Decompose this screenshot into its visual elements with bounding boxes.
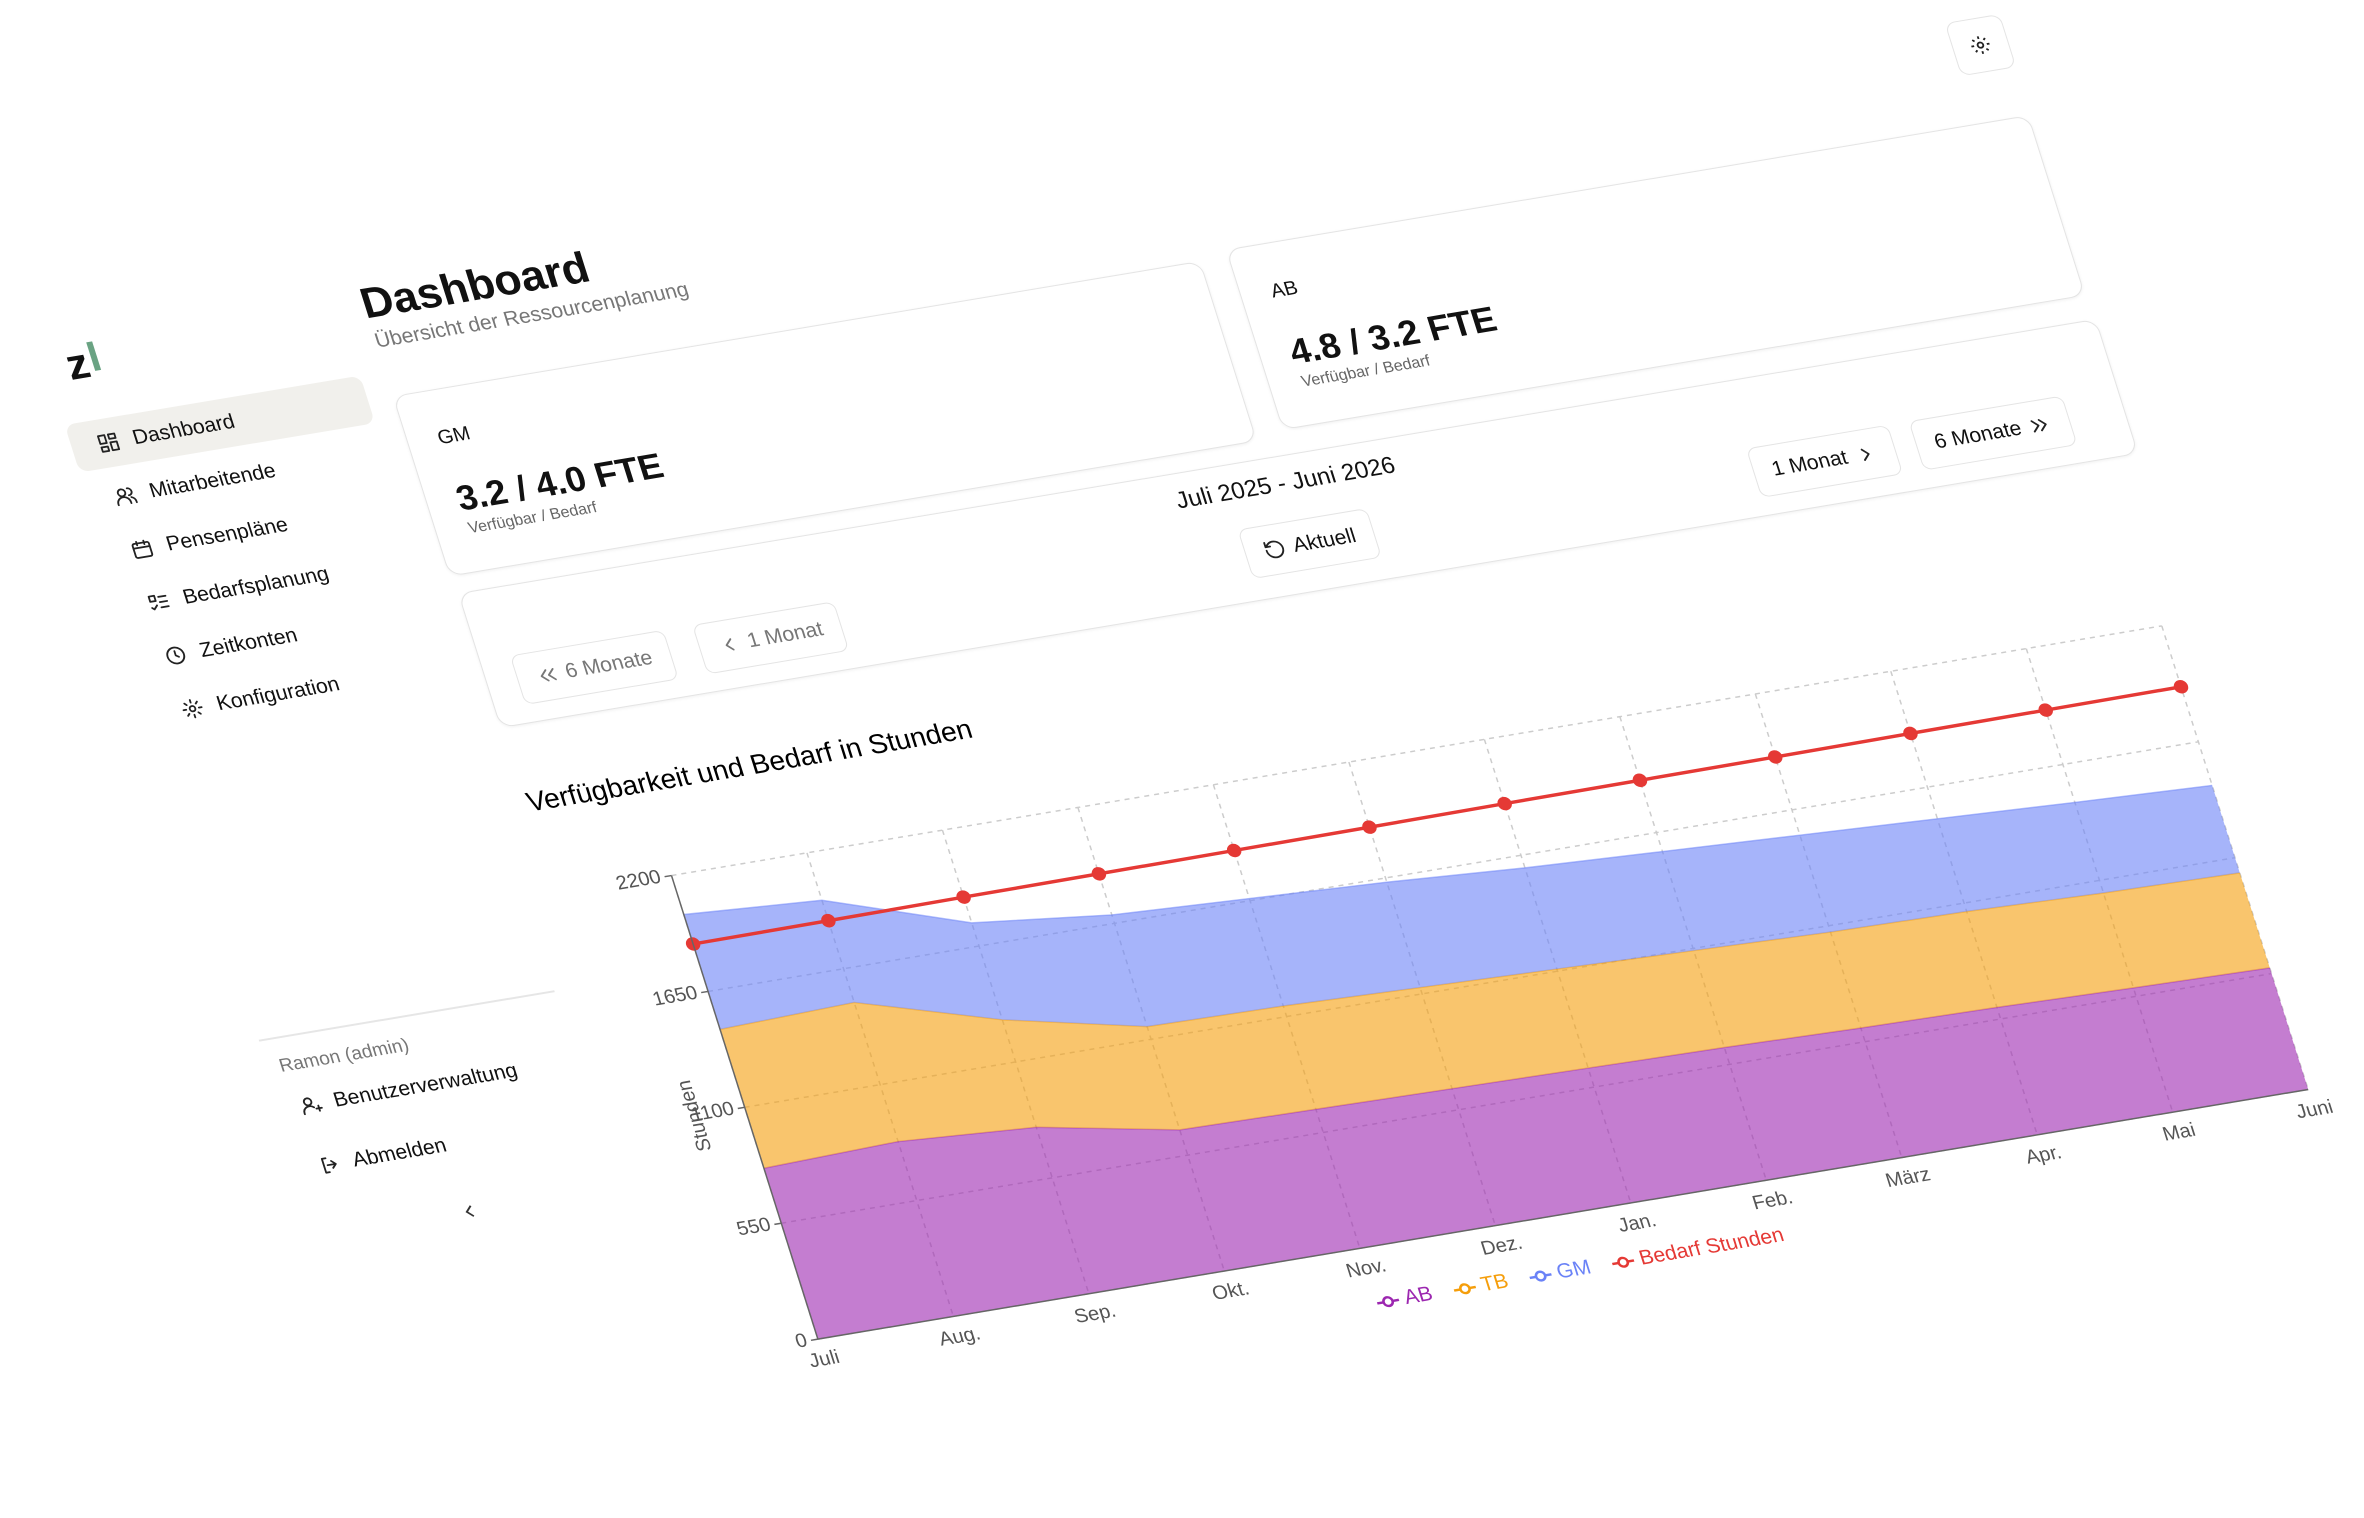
legend-label: AB	[1401, 1282, 1436, 1309]
nav-item[interactable]: Dashboard	[64, 375, 376, 473]
legend-item: GM	[1529, 1256, 1594, 1283]
point	[1632, 773, 1648, 788]
x-tick-label: Nov.	[1343, 1255, 1389, 1282]
point	[1362, 820, 1377, 834]
y-axis	[670, 875, 819, 1340]
nav-item[interactable]: Zeitkonten	[132, 588, 443, 685]
x-tick-label: Okt.	[1209, 1278, 1252, 1305]
legend-item: AB	[1376, 1282, 1436, 1309]
x-tick-label: Juli	[806, 1346, 842, 1372]
area	[720, 872, 2270, 1169]
area-edge	[683, 784, 2213, 924]
collapse-button[interactable]	[455, 1199, 485, 1228]
area	[763, 967, 2309, 1340]
menu-item[interactable]: Abmelden	[316, 1134, 450, 1178]
forward-6-button[interactable]: 6 Monate	[1908, 395, 2078, 471]
current-button[interactable]: Aktuell	[1237, 508, 1383, 580]
y-tick-label: 2200	[613, 866, 663, 894]
legend-marker	[1534, 1270, 1547, 1282]
point	[1091, 867, 1107, 881]
grid-line-vertical	[2161, 625, 2309, 1090]
settings-button[interactable]	[1944, 13, 2017, 77]
x-tick-label: Mai	[2160, 1119, 2198, 1145]
y-tick	[664, 874, 672, 878]
menu-item[interactable]: Benutzerverwaltung	[297, 1059, 521, 1118]
nav-item[interactable]: Bedarfsplanung	[115, 535, 426, 632]
point	[1497, 796, 1512, 811]
legend-label: GM	[1554, 1256, 1594, 1283]
point	[1903, 726, 1918, 741]
legend-marker	[1459, 1283, 1471, 1295]
nav-item[interactable]: Konfiguration	[149, 642, 460, 739]
legend-marker	[1382, 1296, 1395, 1308]
legend-label: TB	[1478, 1270, 1511, 1296]
point	[956, 890, 971, 904]
nav-item[interactable]: Mitarbeitende	[81, 429, 392, 526]
forward-1-button[interactable]: 1 Monat	[1745, 424, 1904, 498]
point	[1226, 843, 1242, 858]
x-tick-label: Juni	[2293, 1096, 2336, 1123]
legend-item: TB	[1453, 1270, 1511, 1296]
x-tick-label: Apr.	[2023, 1142, 2065, 1169]
x-tick-label: Dez.	[1478, 1232, 1525, 1260]
x-tick-label: Jan.	[1615, 1210, 1659, 1237]
x-tick-label: Sep.	[1072, 1300, 1119, 1328]
legend-marker	[1617, 1256, 1630, 1268]
point	[821, 913, 836, 928]
point	[2173, 680, 2189, 694]
period-panel: 6 Monate 1 Monat Juli 2025 - Juni 2026 A…	[457, 318, 2139, 729]
y-tick-label: 0	[793, 1330, 811, 1353]
point	[1768, 750, 1783, 764]
area	[683, 785, 2240, 1030]
x-tick-label: März	[1883, 1164, 1933, 1192]
y-tick	[774, 1222, 782, 1226]
back-6-button[interactable]: 6 Monate	[509, 629, 679, 705]
grid-line	[671, 625, 2163, 877]
x-tick-label: Feb.	[1750, 1187, 1796, 1215]
back-1-button[interactable]: 1 Monat	[691, 601, 850, 675]
y-tick	[737, 1106, 745, 1110]
page: z Dashboard Mitarbeitende Pensenpläne Be…	[59, 13, 2336, 1373]
y-tick-label: 1650	[650, 982, 700, 1010]
line	[692, 685, 2182, 946]
y-tick	[700, 990, 709, 994]
x-tick-label: Aug.	[936, 1323, 983, 1351]
x-axis	[817, 1088, 2309, 1340]
y-tick	[810, 1338, 819, 1341]
nav-item[interactable]: Pensenpläne	[98, 482, 409, 579]
point	[2038, 703, 2053, 717]
y-tick-label: 550	[734, 1214, 773, 1240]
chart-title: Verfügbarkeit und Bedarf in Stunden	[522, 713, 976, 817]
